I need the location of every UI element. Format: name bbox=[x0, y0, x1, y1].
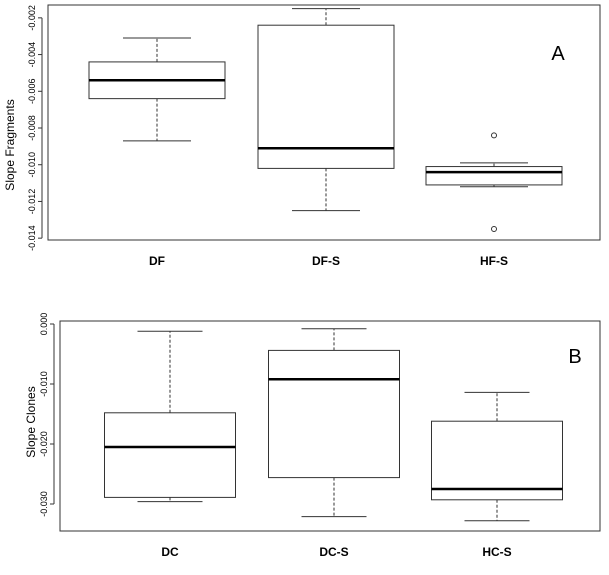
box-df-s: DF-S bbox=[257, 8, 395, 268]
category-label: DC bbox=[161, 545, 179, 559]
panel-label: B bbox=[568, 346, 581, 368]
y-axis-label: Slope Clones bbox=[24, 386, 38, 457]
y-axis-label: Slope Fragments bbox=[3, 99, 17, 190]
box-df: DF bbox=[88, 37, 226, 268]
boxplot-panel-b: 0.000 -0.010 -0.020 -0.030 Slope Clones B DC DC… bbox=[24, 313, 601, 559]
category-label: HF-S bbox=[480, 254, 508, 268]
box-iqr bbox=[425, 166, 563, 186]
boxplot-panel-a: -0.002 -0.004 -0.006 -0.008 -0.010 -0.012 -0.0… bbox=[3, 4, 601, 268]
plot-frame bbox=[59, 320, 601, 532]
panel-label: A bbox=[551, 43, 565, 65]
y-tick-label: -0.020 bbox=[39, 431, 49, 457]
outlier-point bbox=[491, 225, 497, 232]
category-label: HC-S bbox=[482, 545, 511, 559]
y-tick-label: 0.000 bbox=[39, 313, 49, 336]
box-iqr bbox=[431, 420, 563, 501]
box-dc-s: DC-S bbox=[268, 328, 400, 559]
outlier-point bbox=[491, 132, 497, 139]
plot-frame bbox=[47, 4, 601, 241]
y-tick-label: -0.006 bbox=[27, 79, 37, 105]
y-tick-label: -0.004 bbox=[27, 42, 37, 68]
y-tick-label: -0.010 bbox=[39, 371, 49, 397]
box-hf-s: HF-S bbox=[425, 132, 563, 268]
category-label: DC-S bbox=[319, 545, 348, 559]
y-tick-label: -0.002 bbox=[27, 5, 37, 31]
box-iqr bbox=[104, 412, 236, 498]
category-label: DF bbox=[149, 254, 165, 268]
box-dc: DC bbox=[104, 330, 236, 559]
y-tick-label: -0.030 bbox=[39, 491, 49, 517]
box-hc-s: HC-S bbox=[431, 391, 563, 559]
category-label: DF-S bbox=[312, 254, 340, 268]
y-tick-label: -0.014 bbox=[27, 225, 37, 251]
y-tick-label: -0.008 bbox=[27, 115, 37, 141]
box-iqr bbox=[257, 24, 395, 169]
y-tick-label: -0.010 bbox=[27, 152, 37, 178]
box-iqr bbox=[268, 349, 400, 479]
y-tick-label: -0.012 bbox=[27, 189, 37, 215]
